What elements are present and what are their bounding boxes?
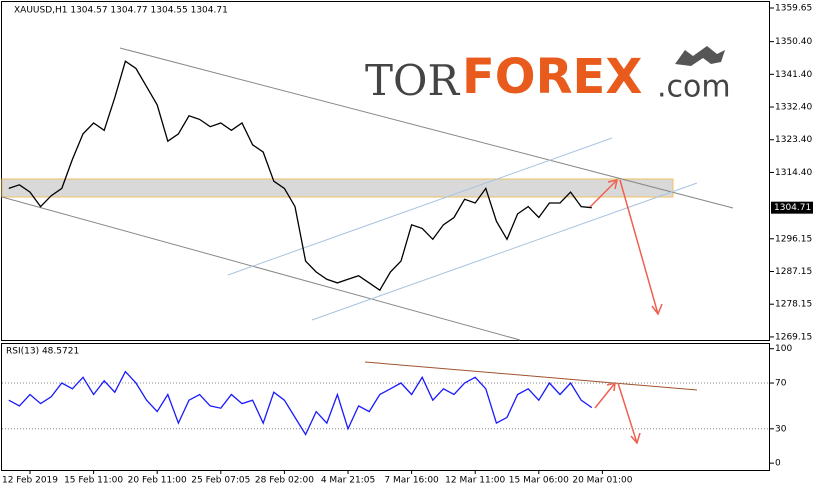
rsi-frame: [1, 343, 770, 471]
channel-line: [1, 196, 521, 341]
resistance-zone: [1, 178, 674, 198]
arrow: [589, 179, 618, 208]
x-tick-label: 12 Mar 11:00: [445, 476, 505, 486]
y-tick-label: 70: [775, 379, 787, 389]
y-tick-label: 0: [775, 459, 781, 469]
channel-line: [119, 47, 734, 209]
price-frame: [1, 1, 770, 341]
y-tick-label: 1314.40: [775, 168, 812, 178]
logo-text: FOREX: [462, 49, 642, 105]
logo: TOR FOREX .com: [365, 46, 731, 105]
x-tick-label: 28 Feb 02:00: [255, 476, 314, 486]
x-tick-label: 15 Mar 06:00: [509, 476, 569, 486]
y-tick-label: 1341.40: [775, 70, 812, 80]
channel-line: [227, 137, 613, 276]
y-tick-label: 1332.40: [775, 103, 812, 113]
y-tick-label: 30: [775, 424, 787, 434]
y-tick-label: 1359.65: [775, 3, 812, 13]
chart-title: XAUUSD,H1 1304.57 1304.77 1304.55 1304.7…: [14, 6, 228, 16]
data-line: [8, 60, 592, 292]
y-tick-label: 1287.15: [775, 267, 812, 277]
x-tick-label: 7 Mar 16:00: [384, 476, 439, 486]
y-tick-label: 100: [775, 344, 792, 354]
current-price-box: [771, 201, 813, 214]
y-tick-label: 1350.40: [775, 37, 812, 47]
current-price-label: 1304.71: [774, 203, 811, 213]
y-tick-label: 1323.40: [775, 135, 812, 145]
x-tick-label: 25 Feb 07:05: [191, 476, 250, 486]
arrows: [589, 179, 663, 445]
x-tick-label: 20 Mar 01:00: [572, 476, 632, 486]
y-tick-label: 1278.15: [775, 300, 812, 310]
channel-line: [311, 182, 698, 321]
rsi-trend-line: [364, 361, 698, 391]
data-line: [8, 370, 593, 436]
x-tick-label: 20 Feb 11:00: [128, 476, 187, 486]
rsi-title: RSI(13) 48.5721: [6, 347, 79, 357]
x-tick-label: 4 Mar 21:05: [321, 476, 375, 486]
y-tick-label: 1296.15: [775, 234, 812, 244]
logo-icon: [675, 46, 725, 66]
x-tick-label: 12 Feb 2019: [2, 476, 58, 486]
arrow: [619, 179, 663, 316]
y-tick-label: 1269.15: [775, 332, 812, 342]
logo-text: TOR: [365, 56, 460, 105]
arrow: [617, 382, 641, 445]
x-tick-label: 15 Feb 11:00: [64, 476, 123, 486]
logo-text: .com: [657, 70, 731, 105]
